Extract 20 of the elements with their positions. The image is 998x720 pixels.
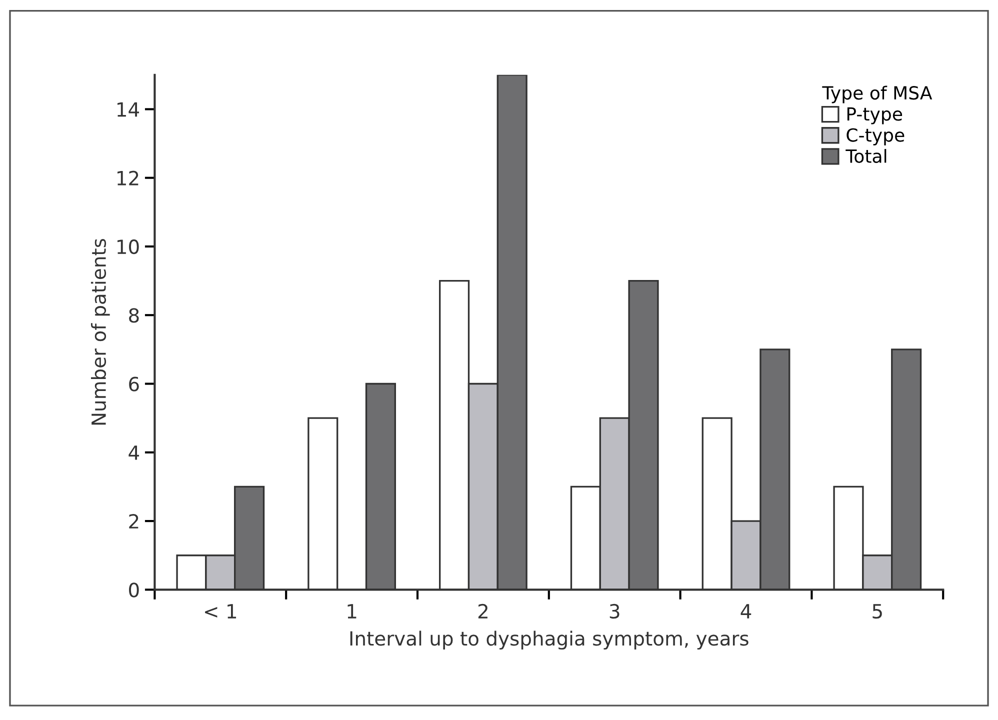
- x-tick-label: 3: [610, 604, 620, 619]
- y-tick-label: 2: [129, 514, 138, 528]
- legend-label: P-type: [847, 107, 902, 124]
- y-tick-label: 6: [129, 376, 139, 392]
- legend-title: Type of MSA: [822, 86, 932, 104]
- x-tick-label: < 1: [205, 604, 236, 618]
- y-tick-label: 12: [118, 170, 138, 186]
- x-tick-label: 5: [872, 604, 882, 619]
- y-tick-label: 14: [118, 102, 140, 117]
- legend-label: C-type: [846, 128, 904, 146]
- y-tick-label: 10: [118, 239, 139, 254]
- y-axis-title: Number of patients: [90, 238, 110, 425]
- y-tick-label: 0: [129, 582, 139, 598]
- x-tick-label: 1: [348, 604, 356, 618]
- x-axis-title: Interval up to dysphagia symptom, years: [350, 630, 748, 650]
- y-tick-label: 4: [128, 446, 140, 460]
- legend-label: Total: [846, 148, 886, 163]
- y-tick-label: 8: [129, 308, 139, 323]
- x-tick-label: 2: [478, 604, 488, 618]
- x-tick-label: 4: [740, 604, 752, 618]
